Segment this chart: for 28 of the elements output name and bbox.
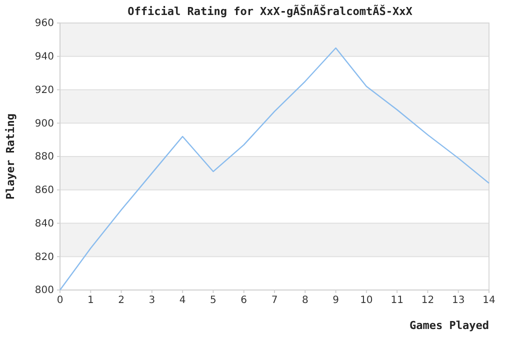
x-tick-label: 1	[87, 295, 94, 306]
y-tick-label: 820	[34, 252, 54, 263]
x-tick-label: 12	[421, 295, 434, 306]
x-tick-label: 14	[482, 295, 496, 306]
x-tick-label: 2	[118, 295, 124, 306]
x-tick-label: 13	[452, 295, 465, 306]
x-tick-label: 10	[360, 295, 373, 306]
line-series	[59, 47, 490, 291]
y-tick-label: 920	[34, 84, 54, 96]
y-tick-label: 900	[34, 118, 54, 130]
x-axis-title: Games Played	[410, 319, 489, 332]
y-tick-label: 800	[34, 285, 54, 296]
x-tick-label: 0	[56, 295, 64, 306]
y-tick-label: 880	[34, 152, 54, 163]
x-tick-label: 9	[332, 295, 339, 306]
x-tick-label: 6	[240, 295, 248, 306]
x-tick-label: 7	[271, 295, 278, 306]
y-tick-label: 860	[34, 185, 54, 196]
y-tick-label: 840	[34, 218, 54, 230]
y-tick-label: 960	[34, 18, 54, 30]
x-tick-label: 4	[179, 295, 186, 306]
x-tick-label: 3	[148, 295, 156, 306]
y-axis-title: Player Rating	[4, 113, 17, 200]
x-tick-label: 11	[390, 295, 404, 306]
chart-title: Official Rating for XxX-gÃŠnÃŠralcomtÃŠ-XxX	[128, 4, 413, 18]
x-tick-label: 5	[210, 295, 216, 306]
y-tick-label: 940	[34, 52, 54, 63]
x-tick-label: 8	[302, 295, 308, 306]
